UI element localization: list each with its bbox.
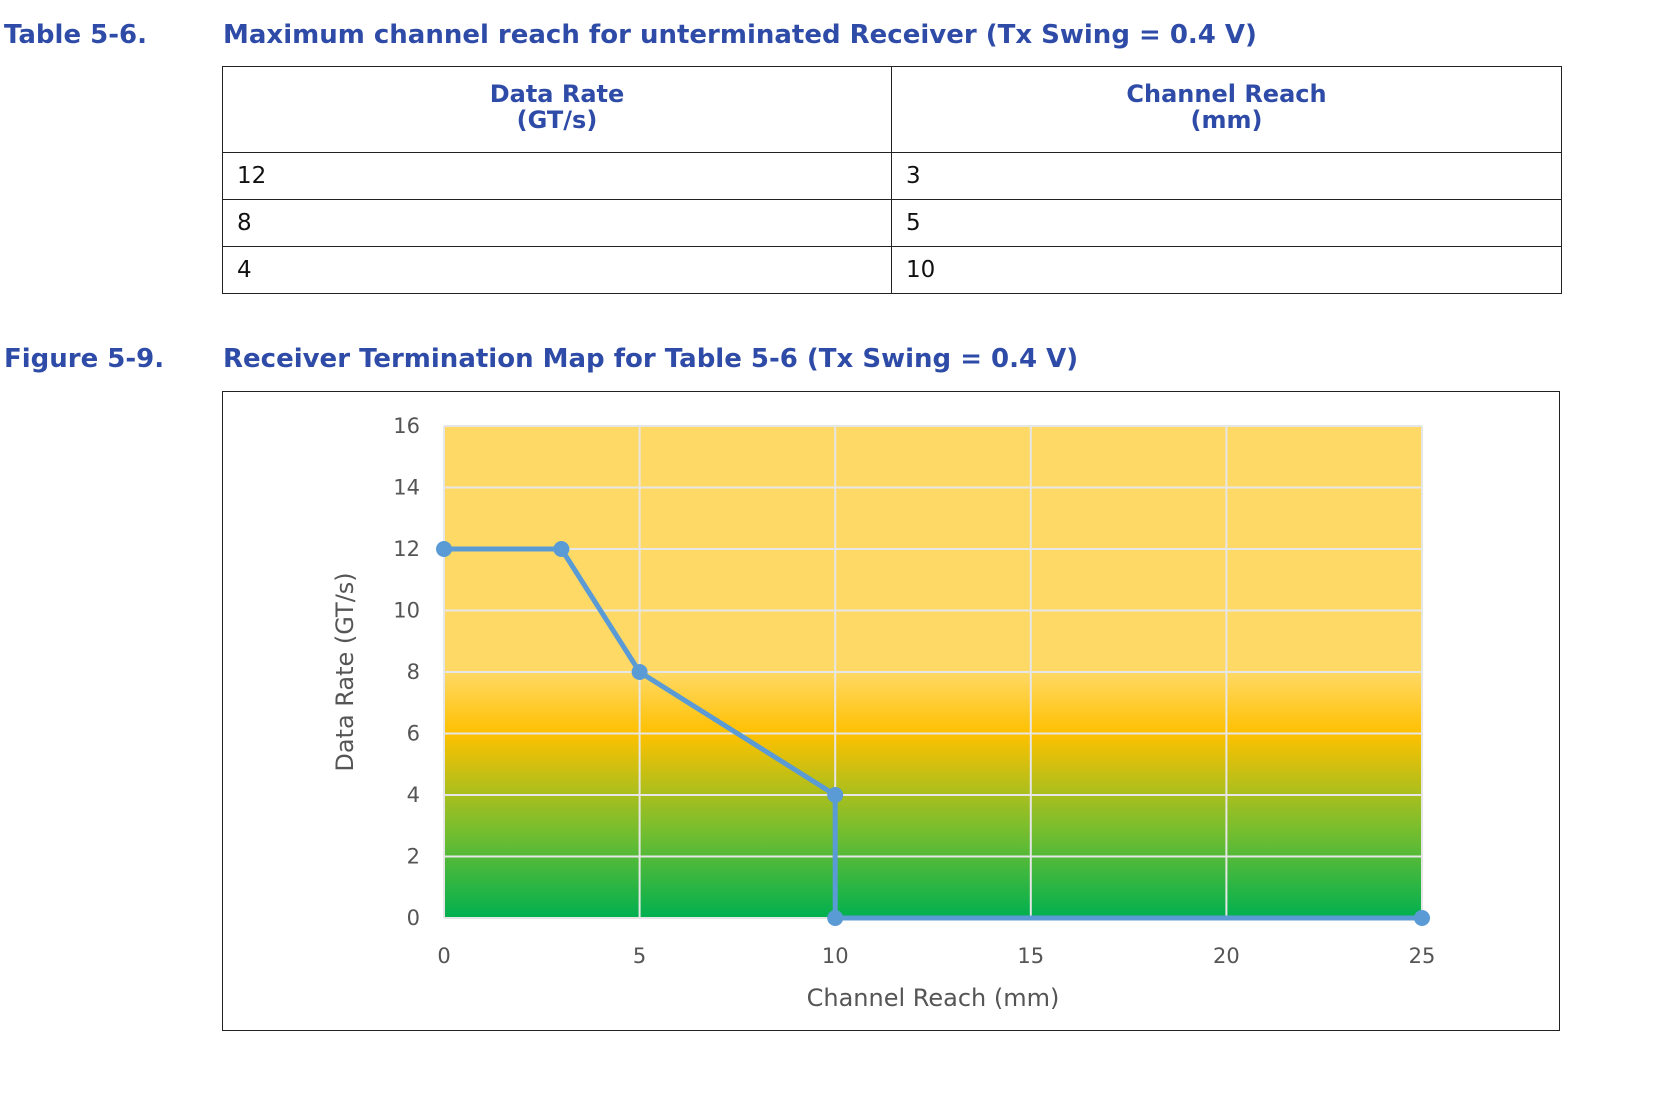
channel-reach-table: Data Rate (GT/s) Channel Reach (mm) 12 3… — [222, 66, 1562, 294]
header-channel-reach-line1: Channel Reach — [1126, 80, 1327, 108]
x-tick-label: 15 — [1017, 944, 1044, 968]
header-data-rate: Data Rate (GT/s) — [222, 66, 892, 153]
data-point-marker — [827, 910, 844, 926]
termination-map-chart: 0 2 4 6 8 10 12 14 16 0 5 10 15 20 25 Channel Reach (m… — [222, 391, 1560, 1031]
figure-title: Receiver Termination Map for Table 5-6 (… — [223, 344, 1079, 374]
table-row: 8 5 — [222, 199, 1562, 247]
x-tick-label: 25 — [1409, 944, 1436, 968]
y-tick-label: 14 — [393, 476, 420, 500]
cell-data-rate: 12 — [222, 152, 892, 200]
cell-channel-reach: 3 — [891, 152, 1562, 200]
x-axis-title: Channel Reach (mm) — [807, 984, 1060, 1012]
y-tick-label: 10 — [393, 599, 420, 623]
data-point-marker — [631, 664, 648, 680]
y-tick-label: 6 — [407, 722, 420, 746]
y-tick-label: 12 — [393, 537, 420, 561]
table-title: Maximum channel reach for unterminated R… — [223, 20, 1257, 50]
x-tick-label: 10 — [822, 944, 849, 968]
cell-channel-reach: 5 — [891, 199, 1562, 247]
header-channel-reach: Channel Reach (mm) — [891, 66, 1562, 153]
figure-number: Figure 5-9. — [4, 344, 165, 374]
x-tick-label: 0 — [437, 944, 450, 968]
data-point-marker — [436, 541, 452, 557]
x-tick-label: 20 — [1213, 944, 1240, 968]
table-row: 12 3 — [222, 152, 1562, 200]
header-data-rate-line2: (GT/s) — [516, 106, 598, 135]
y-tick-label: 0 — [407, 906, 420, 930]
y-tick-label: 2 — [407, 845, 420, 869]
y-tick-label: 16 — [393, 414, 420, 438]
y-tick-label: 4 — [407, 783, 420, 807]
x-tick-label: 5 — [633, 944, 646, 968]
table-row: 4 10 — [222, 246, 1562, 294]
y-axis-title: Data Rate (GT/s) — [331, 572, 359, 771]
series-line — [444, 546, 1422, 921]
cell-data-rate: 4 — [222, 246, 892, 294]
data-point-marker — [827, 787, 844, 803]
data-point-marker — [553, 541, 570, 557]
table-header-row: Data Rate (GT/s) Channel Reach (mm) — [222, 66, 1562, 153]
table-number: Table 5-6. — [4, 20, 147, 50]
cell-channel-reach: 10 — [891, 246, 1562, 294]
cell-data-rate: 8 — [222, 199, 892, 247]
chart-svg: 0 2 4 6 8 10 12 14 16 0 5 10 15 20 25 Channel Reach (m… — [331, 414, 1436, 1012]
header-data-rate-line1: Data Rate — [489, 80, 625, 108]
header-channel-reach-line2: (mm) — [1190, 106, 1263, 135]
data-point-marker — [1414, 910, 1430, 926]
y-tick-label: 8 — [407, 660, 420, 684]
